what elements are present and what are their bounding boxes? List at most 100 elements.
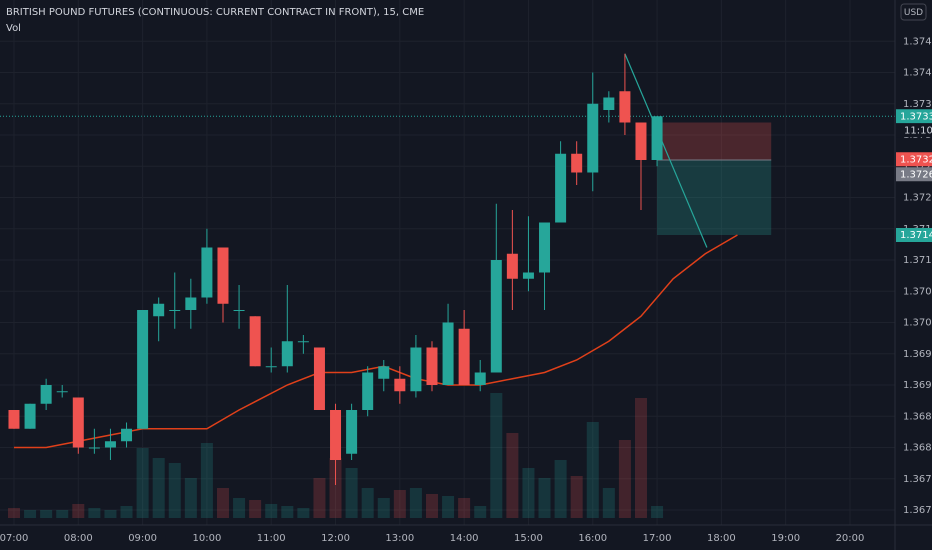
volume-bar [265,504,278,518]
candle-body [555,153,567,223]
volume-bar [377,498,390,518]
candle-body [539,222,551,273]
volume-bar [233,498,246,518]
x-tick-label: 19:00 [771,533,800,544]
volume-bar [506,433,519,518]
currency-button[interactable] [900,3,927,21]
price-label: 1.3733 [900,111,932,122]
x-tick-label: 08:00 [64,533,93,544]
volume-bar [281,506,294,518]
volume-bar [120,506,133,518]
x-tick-label: 15:00 [514,533,543,544]
candle-body [121,428,133,442]
y-tick-label: 1.3720 [903,193,932,204]
candle-body [297,341,309,343]
volume-bar [393,490,406,518]
currency-label[interactable]: USD [904,8,923,18]
candle-body [313,347,325,410]
y-tick-label: 1.3745 [903,36,932,47]
y-tick-label: 1.3685 [903,411,932,422]
volume-bar [554,460,567,518]
volume-bar [474,506,487,518]
countdown: 11:10 [904,125,932,136]
volume-bar [56,510,69,518]
candle-body [185,297,197,310]
volume-bar [184,478,197,518]
x-tick-label: 12:00 [321,533,350,544]
x-tick-label: 18:00 [707,533,736,544]
volume-bar [24,510,37,518]
candle-body [506,253,518,279]
candle-body [281,341,293,367]
candle-body [330,410,342,460]
volume-bar [425,494,438,518]
candle-body [249,316,261,367]
volume-bar [570,476,583,518]
volume-bar [361,488,374,518]
stop-zone [657,122,772,160]
volume-bar [522,468,535,518]
candle-body [56,391,68,393]
candle-body [72,397,84,448]
x-tick-label: 11:00 [257,533,286,544]
candle-body [217,247,229,304]
y-tick-label: 1.3705 [903,286,932,297]
y-tick-label: 1.3675 [903,474,932,485]
price-label-box [896,167,932,182]
price-label: 1.3714 [900,230,932,241]
x-tick-label: 20:00 [836,533,865,544]
x-tick-label: 10:00 [192,533,221,544]
candle-body [474,372,486,385]
countdown-box [896,123,932,138]
volume-bar [216,488,229,518]
volume-bar [458,498,471,518]
volume-bar [136,448,149,518]
y-tick-label: 1.3700 [903,318,932,329]
volume-bar [618,440,631,518]
candle-body [651,116,663,160]
candle-body [619,91,631,123]
y-tick-label: 1.3735 [903,99,932,110]
price-label-box [896,109,932,124]
trend-line [624,53,708,248]
candle-body [394,378,406,392]
candle-body [362,372,374,410]
volume-legend: Vol [6,23,21,34]
candle-body [104,441,116,448]
candle-body [603,97,615,110]
x-tick-label: 13:00 [385,533,414,544]
candle-body [490,260,502,373]
volume-bar [249,500,262,518]
x-tick-label: 09:00 [128,533,157,544]
candle-body [410,347,422,392]
volume-bar [442,496,455,518]
volume-bar [329,458,342,518]
x-tick-label: 17:00 [643,533,672,544]
volume-bar [104,510,117,518]
volume-bar [40,510,53,518]
volume-bar [200,443,213,518]
candle-body [346,410,358,454]
candle-body [571,153,583,173]
y-tick-label: 1.3680 [903,443,932,454]
candle-body [635,122,647,160]
volume-bar [88,508,101,518]
candle-body [88,447,100,449]
price-label: 1.3726 [900,169,932,180]
volume-bar [345,468,358,518]
volume-bar [168,463,181,518]
volume-bar [538,478,551,518]
candle-body [24,403,36,429]
y-tick-label: 1.3695 [903,349,932,360]
volume-bar [409,488,422,518]
volume-bar [490,393,503,518]
volume-bar [152,458,165,518]
volume-bar [313,478,326,518]
candle-body [169,310,181,311]
volume-bar [651,506,664,518]
volume-bar [586,422,599,518]
volume-bar [297,508,310,518]
target-zone [657,160,772,235]
